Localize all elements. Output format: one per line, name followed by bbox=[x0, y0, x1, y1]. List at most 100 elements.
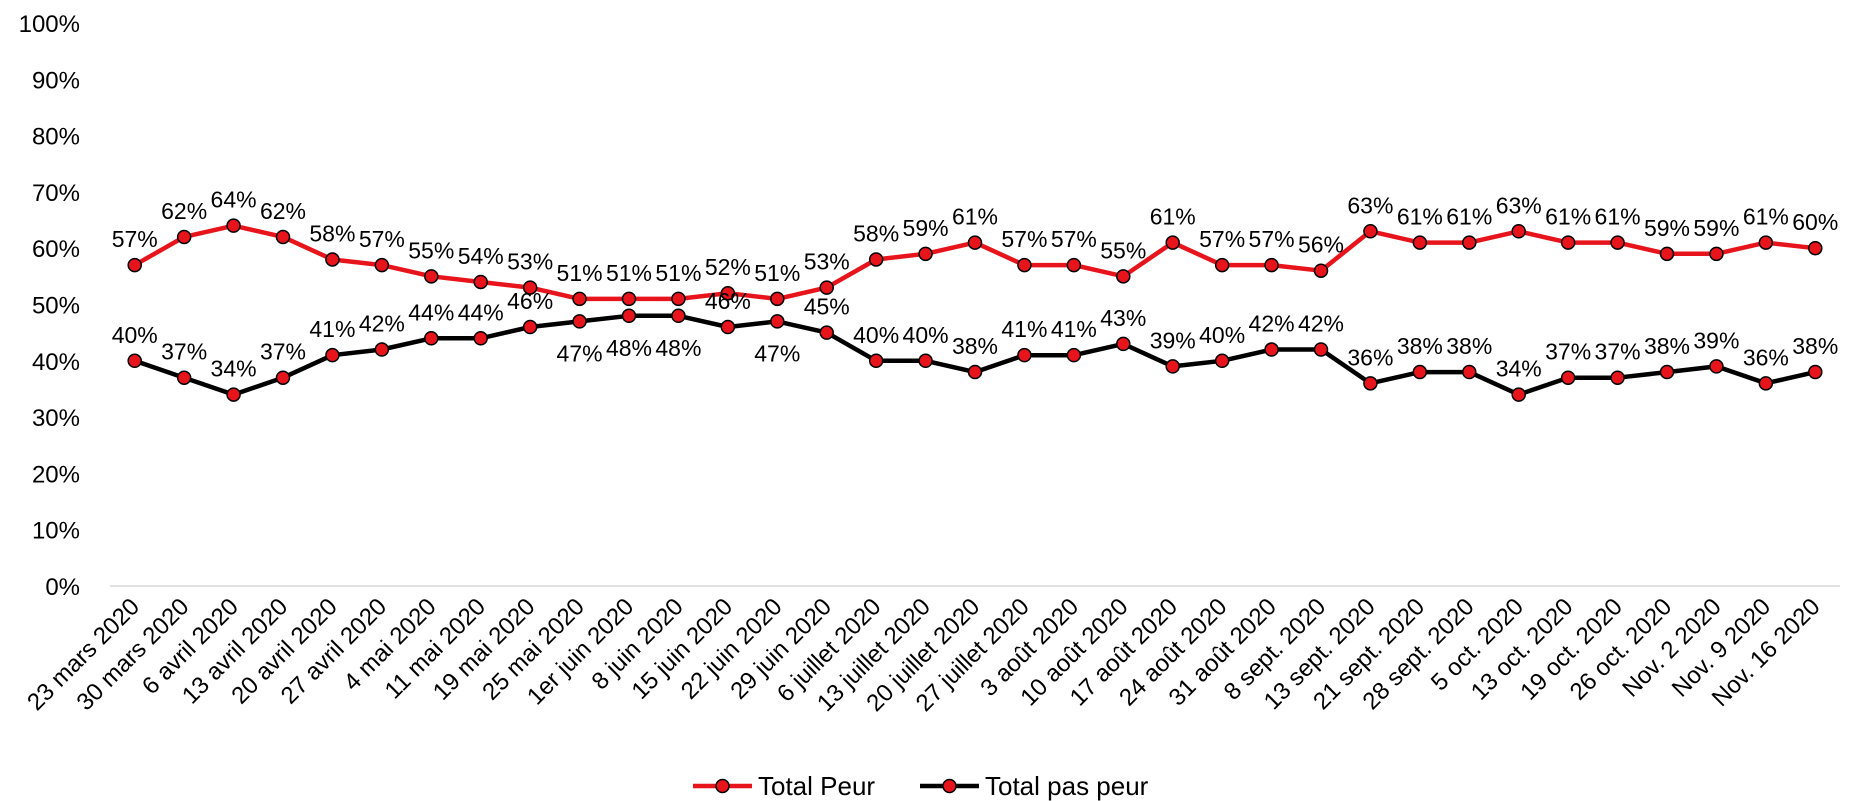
data-point bbox=[1066, 347, 1082, 363]
data-label: 39% bbox=[1693, 327, 1739, 353]
data-point bbox=[1412, 364, 1428, 380]
y-tick-label: 30% bbox=[32, 405, 80, 432]
data-label: 51% bbox=[655, 260, 701, 286]
data-point bbox=[868, 353, 884, 369]
data-label: 51% bbox=[557, 260, 603, 286]
data-label: 52% bbox=[705, 254, 751, 280]
data-label: 54% bbox=[458, 243, 504, 269]
data-point bbox=[424, 331, 439, 346]
data-label: 57% bbox=[1199, 226, 1245, 252]
data-label: 61% bbox=[1150, 204, 1196, 230]
data-label: 63% bbox=[1347, 192, 1393, 218]
y-tick-label: 70% bbox=[32, 180, 80, 207]
data-point bbox=[1511, 224, 1526, 239]
data-label: 51% bbox=[606, 260, 652, 286]
data-point bbox=[1017, 257, 1032, 273]
data-point bbox=[1709, 359, 1724, 374]
data-point bbox=[374, 342, 390, 357]
data-label: 47% bbox=[557, 340, 603, 366]
data-label: 62% bbox=[161, 198, 207, 224]
data-label: 51% bbox=[754, 260, 800, 286]
data-label: 57% bbox=[359, 226, 405, 252]
data-point bbox=[1116, 336, 1131, 352]
data-point bbox=[473, 274, 488, 290]
data-label: 37% bbox=[161, 339, 207, 365]
data-point bbox=[1412, 235, 1428, 250]
data-point bbox=[226, 218, 241, 233]
data-label: 40% bbox=[1199, 322, 1245, 348]
legend-item-total-pas-peur: Total pas peur bbox=[920, 771, 1149, 801]
data-label: 64% bbox=[211, 187, 257, 213]
data-point bbox=[1709, 246, 1724, 262]
data-label: 59% bbox=[903, 215, 949, 241]
data-label: 38% bbox=[1792, 333, 1838, 359]
data-label: 42% bbox=[359, 311, 405, 337]
data-point bbox=[1808, 240, 1823, 256]
data-point bbox=[1165, 235, 1180, 250]
data-label: 36% bbox=[1347, 344, 1393, 370]
data-point bbox=[1116, 269, 1131, 284]
data-label: 45% bbox=[804, 294, 850, 320]
data-label: 40% bbox=[903, 322, 949, 348]
data-label: 38% bbox=[1397, 333, 1443, 359]
data-point bbox=[1560, 370, 1576, 385]
data-label: 47% bbox=[754, 340, 800, 366]
data-point bbox=[819, 325, 834, 340]
y-tick-label: 0% bbox=[45, 574, 80, 601]
y-tick-label: 80% bbox=[32, 124, 80, 151]
data-point bbox=[671, 308, 686, 324]
data-label: 46% bbox=[705, 288, 751, 314]
data-label: 34% bbox=[1496, 356, 1542, 382]
data-point bbox=[1610, 235, 1625, 250]
data-point bbox=[1659, 246, 1675, 262]
data-label: 55% bbox=[1100, 237, 1146, 263]
data-label: 53% bbox=[804, 249, 850, 275]
data-labels-layer: 57%62% 64% 62%58% 57% 55% 54% 53% 51% 51% 51% 52% 5… bbox=[112, 187, 1839, 382]
y-tick-label: 10% bbox=[32, 518, 80, 545]
data-point bbox=[176, 370, 192, 385]
data-point bbox=[522, 280, 538, 295]
data-point bbox=[1758, 235, 1774, 250]
data-point bbox=[1017, 347, 1032, 363]
data-label: 60% bbox=[1792, 209, 1838, 235]
data-point bbox=[1363, 224, 1378, 239]
data-label: 62% bbox=[260, 198, 306, 224]
data-label: 37% bbox=[1595, 339, 1641, 365]
data-label: 61% bbox=[1446, 204, 1492, 230]
data-point bbox=[1214, 353, 1230, 369]
data-point bbox=[1264, 342, 1279, 357]
data-point bbox=[127, 353, 142, 369]
data-label: 39% bbox=[1150, 327, 1196, 353]
data-label: 58% bbox=[309, 220, 355, 246]
data-label: 36% bbox=[1743, 344, 1789, 370]
data-point bbox=[1462, 235, 1477, 250]
y-tick-label: 20% bbox=[32, 461, 80, 488]
data-point bbox=[1758, 376, 1774, 391]
data-label: 56% bbox=[1298, 232, 1344, 258]
y-tick-label: 100% bbox=[19, 11, 80, 38]
data-label: 57% bbox=[112, 226, 158, 252]
data-label: 61% bbox=[952, 204, 998, 230]
data-point bbox=[720, 285, 736, 301]
y-tick-label: 60% bbox=[32, 236, 80, 263]
data-point bbox=[1313, 342, 1329, 357]
data-label: 41% bbox=[1001, 316, 1047, 342]
legend-label: Total Peur bbox=[758, 771, 875, 801]
data-label: 46% bbox=[507, 288, 553, 314]
data-label: 59% bbox=[1693, 215, 1739, 241]
data-point bbox=[671, 291, 686, 307]
data-point bbox=[819, 280, 834, 295]
legend-label: Total pas peur bbox=[985, 771, 1149, 801]
data-label: 48% bbox=[606, 335, 652, 361]
data-label: 61% bbox=[1595, 204, 1641, 230]
data-point bbox=[621, 308, 637, 324]
data-label: 57% bbox=[1051, 226, 1097, 252]
data-point bbox=[967, 235, 983, 250]
data-label: 38% bbox=[1446, 333, 1492, 359]
data-point bbox=[325, 347, 340, 363]
data-label: 40% bbox=[853, 322, 899, 348]
data-point bbox=[1363, 376, 1378, 391]
legend-swatch-marker bbox=[715, 778, 730, 794]
